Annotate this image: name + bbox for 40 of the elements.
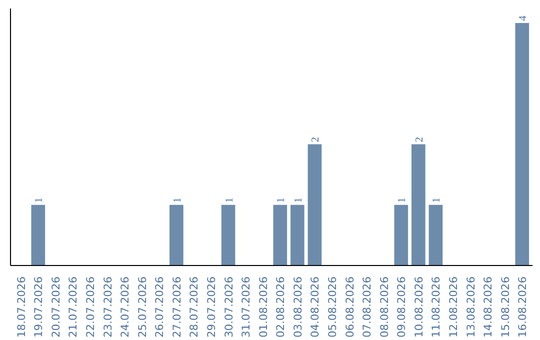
x-tick-label: 30.07.2026 [222,276,236,338]
x-tick-label: 23.07.2026 [101,276,114,338]
data-label: 1 [293,198,304,203]
data-label: 1 [34,198,46,203]
x-tick-label: 25.07.2026 [136,276,149,338]
data-label: 2 [310,136,322,142]
x-tick-label: 16.08.2026 [516,276,530,338]
x-tick-label: 19.07.2026 [32,276,46,338]
x-tick-label: 08.08.2026 [378,276,391,338]
x-tick-label: 04.08.2026 [308,276,322,338]
x-tick-label: 05.08.2026 [326,276,339,338]
x-tick-label: 15.08.2026 [498,276,512,338]
x-tick-label: 29.07.2026 [205,276,218,338]
x-tick-label: 22.07.2026 [84,276,98,338]
x-tick-label: 11.08.2026 [430,276,443,338]
data-label: 1 [397,198,408,203]
x-tick-label: 09.08.2026 [395,276,408,338]
x-tick-label: 27.07.2026 [170,276,184,338]
x-tick-label: 02.08.2026 [274,276,288,338]
x-tick-label: 28.07.2026 [188,276,201,338]
x-tick-label: 01.08.2026 [256,276,270,338]
data-label: 1 [432,198,443,203]
data-label: 2 [414,136,426,142]
x-tick-label: 20.07.2026 [49,276,62,338]
x-tick-label: 12.08.2026 [446,276,460,338]
data-label: 1 [224,198,236,203]
x-tick-label: 03.08.2026 [291,276,304,338]
data-label: 1 [172,198,184,203]
x-tick-label: 21.07.2026 [66,276,80,338]
x-tick-label: 10.08.2026 [412,276,426,338]
x-tick-label: 24.07.2026 [118,276,132,338]
x-tick-label: 07.08.2026 [360,276,374,338]
x-tick-label: 14.08.2026 [482,276,495,338]
x-tick-label: 31.07.2026 [240,276,253,338]
data-label: 1 [276,198,288,203]
x-tick-label: 18.07.2026 [14,276,28,338]
data-label: 4 [518,15,530,22]
x-tick-label: 13.08.2026 [464,276,478,338]
x-tick-label: 26.07.2026 [153,276,166,338]
x-tick-label: 06.08.2026 [343,276,356,338]
